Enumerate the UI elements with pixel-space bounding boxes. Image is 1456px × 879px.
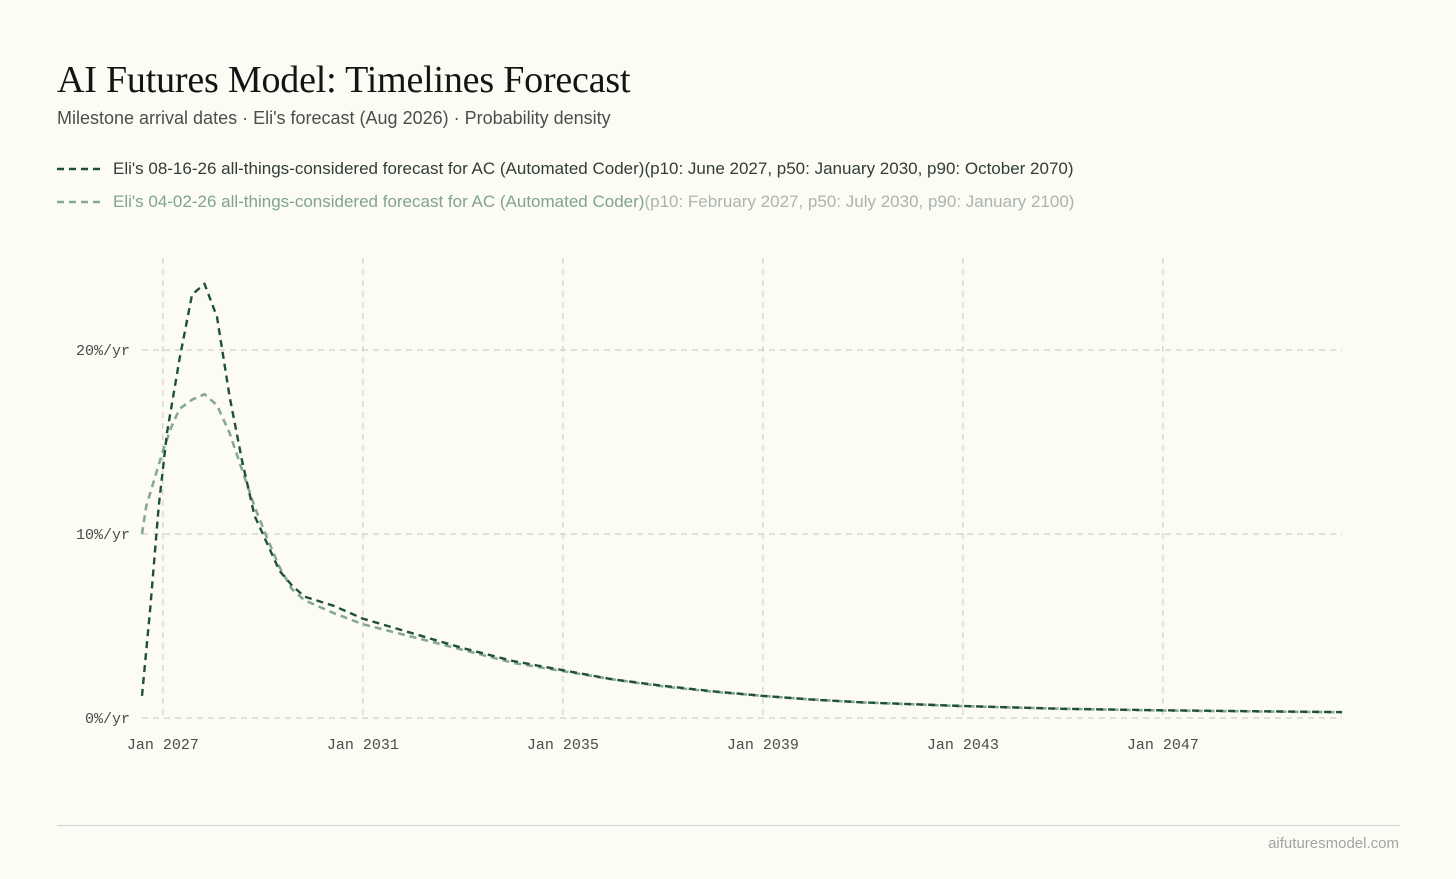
x-tick-label: Jan 2043 (927, 737, 999, 754)
x-tick-label: Jan 2027 (127, 737, 199, 754)
chart-subtitle: Milestone arrival dates · Eli's forecast… (57, 108, 611, 128)
legend-item-primary[interactable]: Eli's 08-16-26 all-things-considered for… (57, 157, 1074, 181)
series-line-apr-2026 (140, 392, 1343, 714)
y-tick-label: 10%/yr (76, 527, 130, 544)
legend-detail-primary: (p10: June 2027, p50: January 2030, p90:… (644, 159, 1074, 178)
chart-legend: Eli's 08-16-26 all-things-considered for… (57, 157, 1074, 223)
x-tick-label: Jan 2035 (527, 737, 599, 754)
axis-layer: Jan 2027 Jan 2031 Jan 2035 Jan 2039 Jan 2043… (76, 343, 1199, 754)
footer-divider (57, 825, 1400, 826)
chart-title: AI Futures Model: Timelines Forecast (57, 59, 631, 101)
footer-site-link[interactable]: aifuturesmodel.com (1268, 835, 1399, 852)
legend-label-primary: Eli's 08-16-26 all-things-considered for… (113, 159, 645, 178)
y-tick-label: 20%/yr (76, 343, 130, 360)
legend-item-secondary[interactable]: Eli's 04-02-26 all-things-considered for… (57, 190, 1074, 214)
density-chart: Jan 2027 Jan 2031 Jan 2035 Jan 2039 Jan 2043… (76, 258, 1343, 754)
x-tick-label: Jan 2047 (1127, 737, 1199, 754)
legend-detail-secondary: (p10: February 2027, p50: July 2030, p90… (644, 192, 1075, 211)
x-tick-label: Jan 2039 (727, 737, 799, 754)
legend-swatch-primary (57, 167, 101, 171)
legend-swatch-secondary (57, 200, 101, 204)
series-line-aug-2026 (140, 282, 1343, 714)
series-layer (140, 282, 1343, 714)
x-tick-label: Jan 2031 (327, 737, 399, 754)
legend-label-secondary: Eli's 04-02-26 all-things-considered for… (113, 192, 645, 211)
grid-layer (142, 258, 1342, 719)
y-tick-label: 0%/yr (85, 711, 130, 728)
